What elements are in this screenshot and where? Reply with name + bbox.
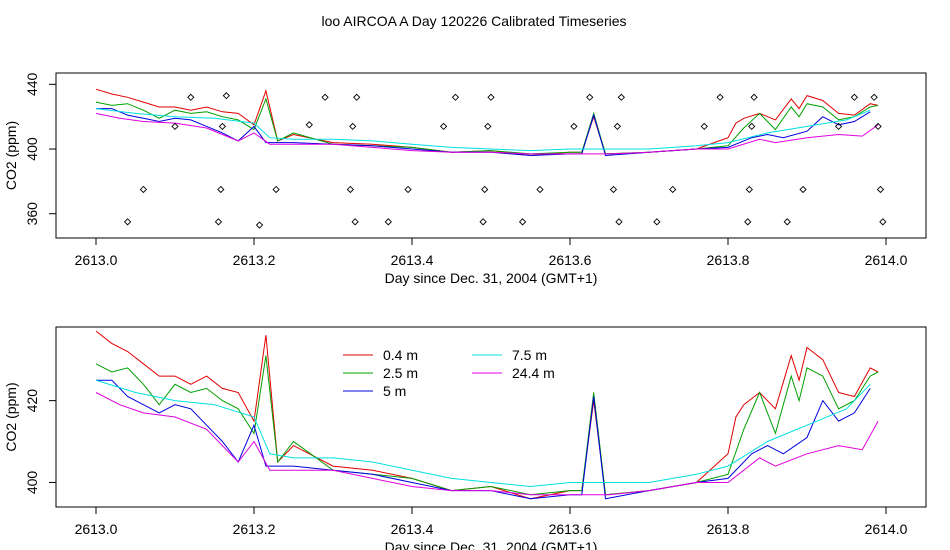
diamond-marker bbox=[351, 218, 359, 226]
legend-label: 2.5 m bbox=[383, 365, 418, 381]
diamond-marker bbox=[222, 92, 230, 100]
diamond-marker bbox=[171, 122, 179, 131]
diamond-marker bbox=[536, 185, 544, 194]
diamond-marker bbox=[850, 93, 859, 101]
diamond-marker bbox=[518, 218, 527, 226]
diamond-marker bbox=[570, 122, 578, 131]
series-line bbox=[95, 108, 871, 152]
x-axis-label: Day since Dec. 31, 2004 (GMT+1) bbox=[385, 539, 598, 550]
diamond-marker bbox=[613, 122, 622, 131]
diamond-marker bbox=[214, 218, 223, 226]
diamond-marker bbox=[615, 218, 623, 226]
diamond-marker bbox=[799, 185, 807, 194]
series-line bbox=[95, 355, 879, 496]
x-tick-label: 2613.0 bbox=[75, 252, 118, 268]
series-line bbox=[95, 112, 879, 155]
y-axis-label: CO2 (ppm) bbox=[3, 382, 19, 451]
series-line bbox=[95, 88, 879, 157]
x-tick-label: 2613.6 bbox=[549, 252, 592, 268]
diamond-marker bbox=[744, 218, 752, 226]
diamond-marker bbox=[669, 185, 677, 194]
diamond-marker bbox=[870, 93, 878, 101]
diamond-marker bbox=[439, 122, 448, 131]
diamond-marker bbox=[321, 93, 329, 101]
diamond-marker bbox=[745, 185, 753, 194]
y-tick-label: 360 bbox=[24, 202, 40, 226]
diamond-marker bbox=[653, 218, 661, 226]
series-line bbox=[95, 392, 879, 496]
diamond-marker bbox=[305, 121, 313, 129]
diamond-marker bbox=[716, 93, 724, 101]
plot-frame bbox=[55, 72, 927, 239]
diamond-marker bbox=[750, 93, 758, 101]
diamond-marker bbox=[217, 185, 225, 194]
legend-label: 24.4 m bbox=[512, 365, 555, 381]
diamond-marker bbox=[346, 185, 355, 194]
diamond-marker bbox=[876, 185, 885, 194]
diamond-marker bbox=[487, 93, 495, 101]
x-tick-label: 2613.4 bbox=[391, 252, 434, 268]
diamond-marker bbox=[353, 93, 361, 101]
plot-frame bbox=[55, 326, 927, 508]
y-tick-label: 420 bbox=[24, 389, 40, 413]
bottom-panel: 2613.0 2613.2 2613.4 2613.6 2613.8 2614.0 400 4… bbox=[3, 326, 927, 550]
diamond-marker bbox=[879, 218, 887, 226]
diamond-marker bbox=[272, 185, 280, 194]
diamond-marker bbox=[484, 122, 492, 131]
legend-label: 0.4 m bbox=[383, 347, 418, 363]
legend-label: 7.5 m bbox=[512, 347, 547, 363]
diamond-marker bbox=[481, 185, 489, 194]
series-line bbox=[95, 330, 879, 500]
x-tick-label: 2614.0 bbox=[865, 252, 908, 268]
y-tick-label: 400 bbox=[24, 471, 40, 495]
x-tick-label: 2613.6 bbox=[549, 521, 592, 537]
diamond-marker bbox=[218, 122, 227, 131]
diamond-marker bbox=[404, 185, 412, 194]
diamond-marker bbox=[783, 218, 791, 226]
top-panel: 2613.0 2613.2 2613.4 2613.6 2613.8 2614.0 360 4… bbox=[3, 72, 927, 286]
chart-title: loo AIRCOA A Day 120226 Calibrated Times… bbox=[321, 13, 626, 29]
diamond-marker bbox=[748, 122, 756, 131]
diamond-marker bbox=[451, 93, 460, 101]
y-axis-label: CO2 (ppm) bbox=[3, 121, 19, 190]
x-tick-label: 2613.2 bbox=[233, 252, 276, 268]
diamond-marker bbox=[139, 185, 148, 194]
x-tick-label: 2613.2 bbox=[233, 521, 276, 537]
x-tick-label: 2614.0 bbox=[865, 521, 908, 537]
diamond-marker bbox=[834, 122, 843, 131]
legend-label: 5 m bbox=[383, 383, 406, 399]
diamond-marker bbox=[617, 93, 625, 101]
series-line bbox=[96, 379, 871, 500]
diamond-marker bbox=[586, 93, 594, 101]
x-tick-label: 2613.8 bbox=[707, 252, 750, 268]
diamond-marker bbox=[874, 122, 882, 131]
x-tick-label: 2613.8 bbox=[707, 521, 750, 537]
y-tick-label: 400 bbox=[24, 137, 40, 161]
series-line bbox=[95, 379, 871, 488]
diamond-marker bbox=[479, 218, 487, 226]
diamond-marker bbox=[700, 122, 708, 131]
diamond-marker bbox=[187, 93, 195, 101]
x-axis-label: Day since Dec. 31, 2004 (GMT+1) bbox=[385, 270, 598, 286]
diamond-marker bbox=[609, 185, 618, 194]
diamond-marker bbox=[384, 218, 392, 226]
x-tick-label: 2613.4 bbox=[391, 521, 434, 537]
x-tick-label: 2613.0 bbox=[75, 521, 118, 537]
series-line bbox=[95, 97, 879, 155]
diamond-marker bbox=[349, 122, 357, 131]
diamond-marker bbox=[123, 218, 132, 226]
diamond-marker bbox=[255, 221, 264, 229]
y-tick-label: 440 bbox=[24, 72, 40, 96]
